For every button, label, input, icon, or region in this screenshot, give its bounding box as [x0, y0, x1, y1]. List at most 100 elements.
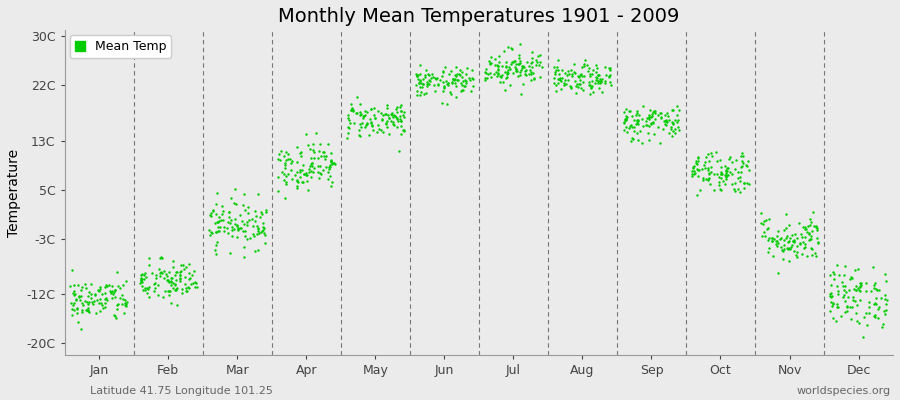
- Point: [557, 70, 572, 76]
- Point: [445, 80, 459, 86]
- Point: [343, 119, 357, 126]
- Point: [307, 149, 321, 155]
- Point: [135, 278, 149, 285]
- Point: [653, 140, 668, 146]
- Point: [740, 162, 754, 169]
- Point: [409, 71, 423, 77]
- Point: [553, 74, 567, 81]
- Point: [709, 148, 724, 155]
- Point: [488, 62, 502, 68]
- Point: [618, 116, 633, 122]
- Point: [319, 164, 333, 170]
- Point: [100, 297, 114, 304]
- Point: [281, 150, 295, 157]
- Point: [777, 241, 791, 248]
- Point: [290, 168, 304, 175]
- Point: [878, 311, 892, 318]
- Point: [761, 216, 776, 222]
- Point: [248, 213, 263, 219]
- Point: [290, 159, 304, 165]
- Point: [714, 171, 728, 177]
- Point: [437, 82, 452, 89]
- Point: [506, 70, 520, 76]
- Point: [799, 228, 814, 235]
- Point: [506, 59, 520, 66]
- Point: [581, 68, 596, 74]
- Point: [409, 82, 423, 88]
- Point: [380, 102, 394, 108]
- Point: [231, 224, 246, 231]
- Point: [868, 284, 882, 291]
- Point: [170, 302, 184, 308]
- Point: [624, 121, 638, 128]
- Point: [179, 284, 194, 291]
- Point: [630, 137, 644, 143]
- Point: [81, 301, 95, 308]
- Point: [845, 293, 859, 300]
- Point: [413, 78, 428, 84]
- Point: [290, 177, 304, 184]
- Point: [362, 132, 376, 138]
- Point: [356, 115, 370, 121]
- Point: [808, 250, 823, 256]
- Point: [238, 207, 252, 214]
- Point: [773, 244, 788, 250]
- Point: [513, 90, 527, 97]
- Point: [418, 72, 432, 78]
- Point: [774, 235, 788, 242]
- Point: [630, 108, 644, 114]
- Point: [823, 293, 837, 300]
- Point: [827, 270, 842, 277]
- Point: [554, 86, 569, 92]
- Point: [148, 284, 162, 291]
- Point: [635, 102, 650, 109]
- Point: [316, 166, 330, 173]
- Point: [659, 122, 673, 128]
- Point: [658, 120, 672, 127]
- Point: [878, 278, 893, 284]
- Point: [640, 114, 654, 121]
- Point: [221, 219, 236, 225]
- Point: [147, 288, 161, 294]
- Point: [583, 84, 598, 90]
- Point: [571, 84, 585, 91]
- Point: [94, 291, 109, 297]
- Point: [168, 287, 183, 294]
- Point: [824, 290, 838, 296]
- Point: [850, 318, 864, 324]
- Point: [359, 122, 374, 128]
- Point: [801, 230, 815, 236]
- Point: [73, 297, 87, 303]
- Point: [582, 81, 597, 88]
- Point: [577, 61, 591, 67]
- Point: [568, 70, 582, 76]
- Point: [465, 83, 480, 89]
- Point: [805, 219, 819, 225]
- Point: [629, 121, 643, 128]
- Point: [162, 278, 176, 285]
- Point: [189, 284, 203, 290]
- Point: [710, 171, 724, 177]
- Point: [436, 78, 450, 85]
- Point: [396, 109, 410, 116]
- Point: [105, 288, 120, 294]
- Point: [535, 64, 549, 70]
- Point: [148, 275, 163, 281]
- Point: [524, 60, 538, 66]
- Point: [785, 242, 799, 248]
- Point: [731, 175, 745, 181]
- Point: [714, 169, 728, 176]
- Point: [357, 112, 372, 118]
- Point: [848, 298, 862, 304]
- Point: [323, 158, 338, 164]
- Point: [302, 166, 316, 172]
- Point: [849, 310, 863, 317]
- Point: [666, 128, 680, 134]
- Point: [619, 124, 634, 130]
- Point: [360, 109, 374, 115]
- Point: [784, 243, 798, 250]
- Point: [566, 68, 580, 75]
- Point: [719, 174, 733, 180]
- Point: [781, 245, 796, 251]
- Point: [145, 270, 159, 276]
